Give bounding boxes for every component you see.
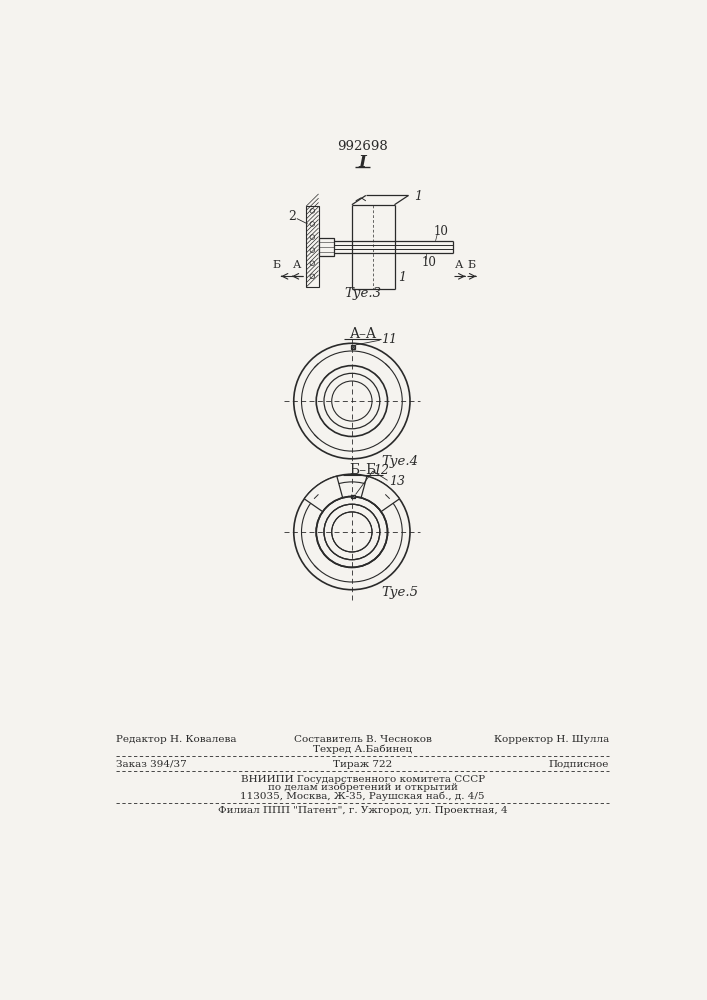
Text: 10: 10	[433, 225, 448, 238]
Text: Составитель В. Чесноков: Составитель В. Чесноков	[294, 735, 432, 744]
Circle shape	[310, 261, 315, 266]
Circle shape	[310, 235, 315, 239]
Text: Б: Б	[273, 260, 281, 270]
Text: Τуе.4: Τуе.4	[381, 455, 419, 468]
Text: по делам изобретений и открытий: по делам изобретений и открытий	[268, 783, 457, 792]
Wedge shape	[361, 476, 399, 512]
Text: 13: 13	[389, 475, 405, 488]
Circle shape	[310, 209, 315, 213]
Text: Редактор Н. Ковалева: Редактор Н. Ковалева	[115, 735, 236, 744]
Text: Филиал ППП "Патент", г. Ужгород, ул. Проектная, 4: Филиал ППП "Патент", г. Ужгород, ул. Про…	[218, 806, 508, 815]
Text: I: I	[359, 154, 367, 171]
Text: 12: 12	[373, 464, 390, 477]
Text: 1: 1	[414, 190, 422, 204]
Text: А: А	[293, 260, 301, 270]
Text: Τуе.5: Τуе.5	[381, 586, 419, 599]
Bar	[306, 206, 319, 287]
Circle shape	[310, 274, 315, 279]
Bar	[351, 345, 356, 349]
Bar	[351, 495, 356, 498]
Text: 11: 11	[381, 333, 397, 346]
Text: Заказ 394/37: Заказ 394/37	[115, 760, 186, 769]
Text: A–A: A–A	[349, 327, 376, 341]
Wedge shape	[304, 476, 343, 512]
Circle shape	[310, 222, 315, 226]
Text: 10: 10	[422, 256, 437, 269]
Text: 992698: 992698	[337, 140, 388, 153]
Text: 2: 2	[288, 210, 296, 223]
Text: ВНИИПИ Государственного комитета СССР: ВНИИПИ Государственного комитета СССР	[240, 775, 485, 784]
Text: Корректор Н. Шулла: Корректор Н. Шулла	[494, 735, 609, 744]
Bar	[319, 238, 334, 256]
Text: А: А	[455, 260, 463, 270]
Text: Б–Б: Б–Б	[349, 463, 376, 477]
Text: 1: 1	[398, 271, 407, 284]
Text: Тираж 722: Тираж 722	[333, 760, 392, 769]
Text: 113035, Москва, Ж-35, Раушская наб., д. 4/5: 113035, Москва, Ж-35, Раушская наб., д. …	[240, 791, 485, 801]
Text: Τуе.3: Τуе.3	[344, 287, 381, 300]
Text: Б: Б	[467, 260, 475, 270]
Text: Подписное: Подписное	[549, 760, 609, 769]
Text: Техред А.Бабинец: Техред А.Бабинец	[313, 744, 412, 754]
Circle shape	[310, 248, 315, 252]
